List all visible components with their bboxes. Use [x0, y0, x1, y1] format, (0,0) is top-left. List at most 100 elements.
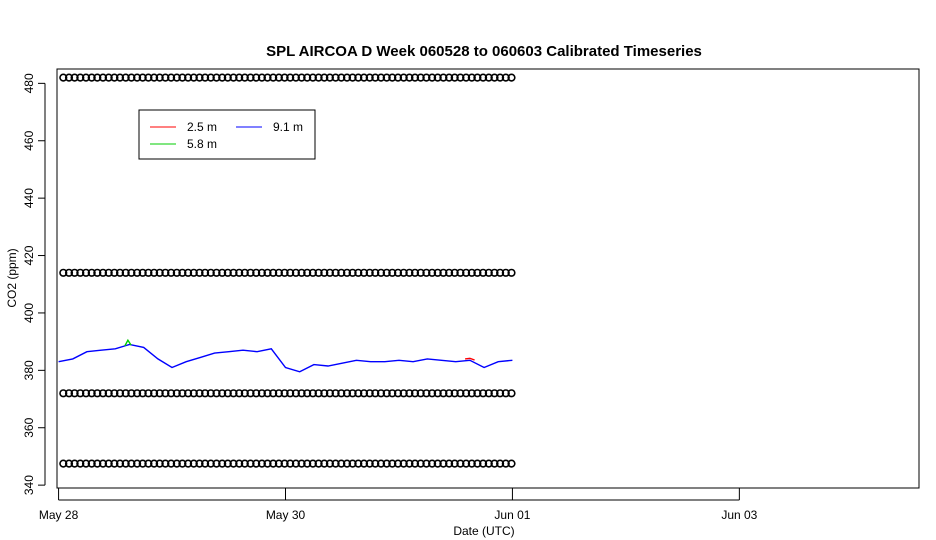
calibration-marker [382, 459, 391, 468]
calibration-marker [314, 389, 323, 398]
y-tick-label: 460 [22, 130, 36, 150]
calibration-marker [240, 268, 249, 277]
calibration-marker [354, 73, 363, 82]
calibration-marker [297, 268, 306, 277]
calibration-marker [405, 73, 414, 82]
calibration-marker [240, 389, 249, 398]
calibration-marker [462, 268, 471, 277]
calibration-marker [104, 73, 113, 82]
calibration-marker [246, 459, 255, 468]
calibration-marker [388, 73, 397, 82]
calibration-marker [178, 268, 187, 277]
calibration-marker [291, 459, 301, 468]
calibration-marker [155, 73, 164, 82]
calibration-marker [501, 389, 510, 398]
calibration-marker [365, 389, 374, 398]
y-tick-label: 380 [22, 360, 36, 380]
calibration-marker [428, 459, 437, 468]
calibration-marker [348, 73, 357, 82]
calibration-marker [229, 389, 238, 398]
calibration-marker [70, 268, 79, 277]
calibration-marker [507, 389, 516, 398]
calibration-marker [76, 268, 85, 277]
calibration-marker [212, 459, 221, 468]
calibration-marker [240, 73, 249, 82]
calibration-marker [376, 73, 386, 82]
calibration-marker [257, 73, 267, 82]
calibration-marker [240, 459, 249, 468]
calibration-marker [263, 389, 272, 398]
calibration-marker [167, 459, 176, 468]
calibration-marker [325, 73, 335, 82]
calibration-marker [280, 389, 289, 398]
legend-label: 2.5 m [187, 120, 217, 134]
calibration-marker [445, 268, 454, 277]
calibration-marker [501, 268, 510, 277]
calibration-marker [325, 389, 335, 398]
calibration-marker [263, 268, 272, 277]
calibration-marker [161, 268, 170, 277]
calibration-marker [201, 73, 210, 82]
calibration-marker [467, 389, 476, 398]
calibration-marker [388, 459, 397, 468]
calibration-marker [121, 268, 130, 277]
calibration-marker [320, 459, 329, 468]
calibration-marker [320, 268, 329, 277]
calibration-marker [462, 73, 471, 82]
calibration-marker [439, 389, 448, 398]
calibration-marker [274, 268, 284, 277]
calibration-marker [501, 73, 510, 82]
calibration-marker [314, 268, 323, 277]
calibration-marker [76, 73, 85, 82]
calibration-marker [479, 389, 488, 398]
calibration-marker [252, 73, 261, 82]
calibration-marker [201, 268, 210, 277]
calibration-marker [64, 389, 74, 398]
calibration-marker [252, 268, 261, 277]
calibration-marker [110, 268, 119, 277]
calibration-marker [280, 268, 289, 277]
calibration-marker [291, 389, 301, 398]
calibration-marker [371, 459, 380, 468]
calibration-marker [450, 389, 459, 398]
calibration-marker [416, 459, 425, 468]
calibration-marker [235, 389, 244, 398]
calibration-marker [81, 73, 91, 82]
legend-box [138, 109, 316, 160]
calibration-marker [303, 73, 312, 82]
calibration-marker [331, 389, 340, 398]
calibration-marker [64, 459, 74, 468]
calibration-marker [433, 389, 442, 398]
calibration-marker [410, 268, 420, 277]
x-tick-label: May 28 [39, 508, 79, 522]
calibration-marker [172, 389, 181, 398]
calibration-marker [138, 459, 147, 468]
calibration-marker [484, 268, 493, 277]
calibration-marker [445, 73, 454, 82]
calibration-marker [439, 73, 448, 82]
calibration-marker [450, 73, 459, 82]
calibration-marker [280, 73, 289, 82]
calibration-marker [184, 73, 193, 82]
calibration-marker [325, 459, 335, 468]
x-tick-label: Jun 01 [494, 508, 530, 522]
calibration-marker [462, 389, 471, 398]
y-axis-label: CO2 (ppm) [5, 248, 19, 307]
calibration-marker [274, 389, 284, 398]
calibration-marker [59, 459, 68, 468]
calibration-marker [138, 389, 147, 398]
calibration-marker [206, 389, 215, 398]
calibration-marker [308, 459, 318, 468]
calibration-marker [263, 459, 272, 468]
calibration-marker [314, 459, 323, 468]
calibration-marker [286, 459, 295, 468]
series-line-9-1-m [58, 343, 513, 373]
calibration-marker [490, 389, 499, 398]
calibration-marker [348, 459, 357, 468]
calibration-marker [263, 73, 272, 82]
calibration-marker [496, 389, 505, 398]
calibration-marker [178, 73, 187, 82]
calibration-marker [314, 73, 323, 82]
calibration-marker [445, 459, 454, 468]
calibration-marker [496, 268, 505, 277]
